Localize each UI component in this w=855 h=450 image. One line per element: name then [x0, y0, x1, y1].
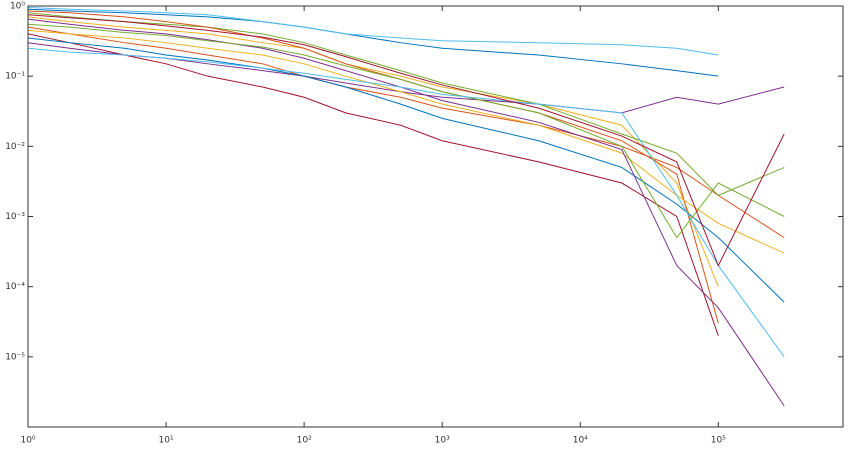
y-tick-label: 10⁻⁵ — [5, 352, 25, 362]
series-line — [28, 29, 785, 254]
y-tick-label: 10⁻² — [5, 142, 25, 152]
x-tick-label: 10⁴ — [573, 436, 588, 446]
series-line — [28, 47, 785, 358]
axes-box — [27, 5, 844, 428]
plot-area — [28, 6, 843, 427]
x-tick-label: 10⁵ — [711, 436, 726, 446]
series-line — [28, 14, 785, 267]
series-line — [28, 18, 785, 407]
y-tick-label: 10⁻⁴ — [5, 282, 25, 292]
x-tick-label: 10³ — [435, 436, 450, 446]
series-line — [28, 23, 785, 239]
x-tick-label: 10² — [297, 436, 312, 446]
x-tick-label: 10¹ — [159, 436, 174, 446]
series-line — [28, 7, 719, 56]
y-tick-label: 10⁰ — [10, 2, 25, 12]
y-tick-label: 10⁻¹ — [5, 72, 25, 82]
series-line — [28, 10, 719, 324]
y-tick-label: 10⁻³ — [5, 212, 25, 222]
series-line — [28, 37, 785, 303]
series-line — [28, 33, 719, 336]
series-line — [28, 12, 785, 196]
x-tick-label: 10⁰ — [20, 436, 35, 446]
